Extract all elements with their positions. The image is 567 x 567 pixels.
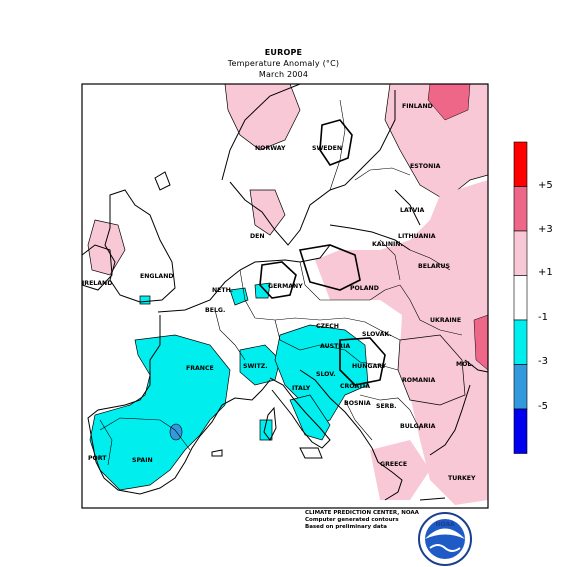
colorbar-segment (513, 230, 528, 276)
strong-warm-patches (427, 84, 488, 371)
anomaly-channel (139, 295, 151, 305)
coast-biscay (87, 315, 223, 495)
label-czech: CZECH (316, 323, 339, 330)
label-denmark: DEN (250, 233, 265, 240)
coast-ireland (82, 244, 113, 291)
label-serbia: SERB. (376, 403, 397, 410)
colorbar-segment (513, 319, 528, 365)
credit-line-2: Computer generated contours (305, 517, 399, 523)
anomaly-germany (254, 282, 271, 299)
colorbar-segment (513, 364, 528, 410)
colorbar (513, 141, 528, 454)
label-italy: ITALY (292, 385, 311, 392)
label-slovenia: SLOV. (316, 371, 336, 378)
map-title: EUROPE (264, 48, 303, 57)
contour-hungary (339, 337, 386, 386)
label-finland: FINLAND (402, 103, 433, 110)
anomaly-italy-balkans (274, 324, 369, 431)
coast-baltic (329, 189, 421, 251)
map-subtitle: Temperature Anomaly (°C) (227, 59, 340, 68)
coast-greece (371, 447, 403, 501)
label-france: FRANCE (186, 365, 214, 372)
label-austria: AUSTRIA (320, 343, 350, 350)
contour-germany (259, 261, 297, 299)
label-greece: GREECE (380, 461, 407, 468)
label-estonia: ESTONIA (410, 163, 441, 170)
label-bulgaria: BULGARIA (400, 423, 436, 430)
coast-corsica (263, 406, 277, 441)
credit-line-1: CLIMATE PREDICTION CENTER, NOAA (305, 510, 419, 516)
cold-anomaly-regions (89, 282, 369, 491)
colorbar-label-minus5: -5 (538, 401, 548, 412)
anomaly-france-spain (89, 334, 231, 491)
coast-iceland-islands (154, 171, 171, 191)
label-latvia: LATVIA (400, 207, 425, 214)
coast-continent (157, 244, 331, 313)
coast-uk (104, 189, 176, 303)
warm-anomaly-regions (87, 84, 488, 505)
label-norway: NORWAY (255, 145, 286, 152)
strong-warm-ukraine (473, 314, 488, 371)
anomaly-norway-south (249, 189, 286, 236)
coast-italy (269, 377, 331, 449)
map-frame (81, 83, 489, 509)
label-poland: POLAND (350, 285, 379, 292)
anomaly-sardinia (259, 419, 273, 441)
label-portugal: PORT (88, 455, 107, 462)
colorbar-label-plus1: +1 (538, 267, 553, 278)
label-switzerland: SWITZ. (243, 363, 268, 370)
anomaly-greece (370, 440, 430, 500)
noaa-logo-text: NOAA (435, 521, 455, 528)
colorbar-label-plus3: +3 (538, 224, 553, 235)
label-ukraine: UKRAINE (430, 317, 461, 324)
label-england: ENGLAND (140, 273, 174, 280)
strong-cold-spain (169, 423, 183, 441)
label-croatia: CROATIA (340, 383, 370, 390)
strong-cold-patches (169, 423, 183, 441)
country-labels: FINLAND NORWAY SWEDEN ESTONIA LATVIA LIT… (82, 103, 476, 482)
anomaly-scandinavia-north (224, 84, 301, 151)
label-belarus: BELARUS (418, 263, 450, 270)
coast-med-france (221, 379, 271, 406)
noaa-logo: NOAA (418, 512, 472, 566)
label-romania: ROMANIA (402, 377, 435, 384)
map-period: March 2004 (258, 70, 309, 79)
coast-blacksea (429, 359, 488, 456)
anomaly-romania (397, 334, 466, 406)
label-lithuania: LITHUANIA (398, 233, 436, 240)
contour-poland (298, 244, 361, 291)
borders (99, 99, 463, 466)
label-kaliningrad: KALININ. (372, 241, 403, 248)
label-sweden: SWEDEN (312, 145, 342, 152)
label-spain: SPAIN (132, 457, 153, 464)
anomaly-alps-west (239, 344, 281, 386)
label-belgium: BELG. (205, 307, 225, 314)
label-hungary: HUNGARY (352, 363, 387, 370)
coast-sicily (299, 447, 323, 459)
label-germany: GERMANY (268, 283, 303, 290)
colorbar-segment (513, 408, 528, 454)
credit-line-3: Based on preliminary data (305, 524, 387, 530)
label-turkey: TURKEY (448, 475, 476, 482)
colorbar-label-minus3: -3 (538, 356, 548, 367)
colorbar-segment (513, 186, 528, 232)
label-netherlands: NETH. (212, 287, 233, 294)
coast-scandinavia (221, 84, 396, 246)
colorbar-segment (513, 141, 528, 187)
coast-adriatic (299, 369, 373, 449)
label-moldova: MOL. (456, 361, 474, 368)
coast-mallorca (211, 449, 223, 457)
contour-sweden (319, 119, 353, 166)
colorbar-segment (513, 275, 528, 321)
coastlines (82, 84, 488, 501)
label-bosnia: BOSNIA (344, 400, 371, 407)
contours (259, 119, 386, 386)
colorbar-label-minus1: -1 (538, 312, 548, 323)
colorbar-label-plus5: +5 (538, 180, 553, 191)
label-slovakia: SLOVAK. (362, 331, 392, 338)
strong-warm-finland (427, 84, 471, 121)
coast-crete (419, 497, 446, 501)
label-ireland: IRELAND (82, 280, 112, 287)
